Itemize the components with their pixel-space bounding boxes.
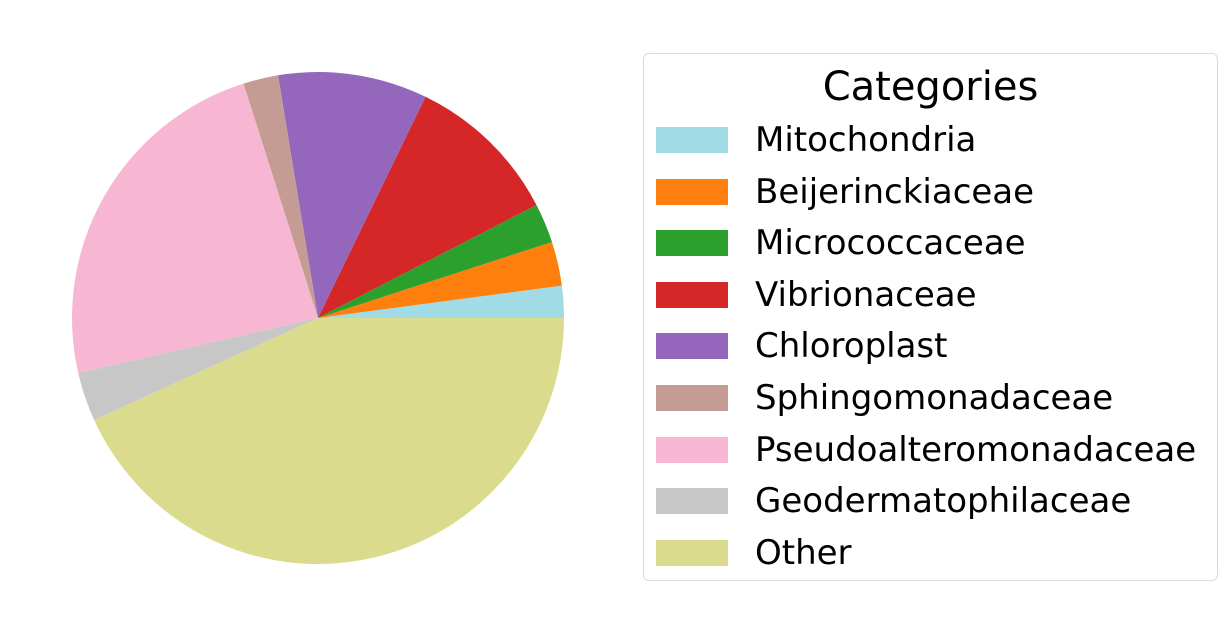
legend-swatch bbox=[656, 436, 728, 463]
pie-slice-vibrionaceae bbox=[318, 96, 537, 318]
pie-slice-mitochondria bbox=[318, 285, 564, 318]
legend-item-vibrionaceae: Vibrionaceae bbox=[656, 271, 1216, 323]
pie-slice-geodermatophilaceae bbox=[78, 318, 319, 420]
legend-swatch bbox=[656, 539, 728, 566]
legend-label: Other bbox=[755, 532, 852, 573]
legend-title: Categories bbox=[822, 64, 1039, 110]
legend-swatch bbox=[656, 230, 728, 257]
legend-swatch bbox=[656, 127, 728, 153]
legend-label: Beijerinckiaceae bbox=[755, 171, 1035, 212]
legend-swatch bbox=[656, 178, 728, 205]
pie-slice-other bbox=[94, 318, 565, 565]
legend-item-chloroplast: Chloroplast bbox=[656, 322, 1216, 374]
legend-label: Sphingomonadaceae bbox=[755, 378, 1114, 418]
legend-item-pseudoalteromonadaceae: Pseudoalteromonadaceae bbox=[656, 426, 1216, 478]
legend-item-micrococcaceae: Micrococcaceae bbox=[656, 219, 1216, 271]
pie-slice-chloroplast bbox=[277, 72, 426, 319]
legend-item-sphingomonadaceae: Sphingomonadaceae bbox=[656, 374, 1216, 426]
legend-swatch bbox=[656, 333, 728, 360]
legend-label: Mitochondria bbox=[755, 120, 977, 160]
legend-item-beijerinckiaceae: Beijerinckiaceae bbox=[656, 168, 1216, 220]
legend-label: Geodermatophilaceae bbox=[755, 481, 1132, 522]
legend-label: Chloroplast bbox=[755, 326, 948, 367]
legend-item-other: Other bbox=[656, 529, 1216, 581]
pie-chart bbox=[72, 72, 565, 565]
legend-label: Vibrionaceae bbox=[755, 274, 977, 315]
legend-label: Pseudoalteromonadaceae bbox=[755, 429, 1197, 470]
legend: Categories Mitochondria Beijerinckiaceae M… bbox=[643, 53, 1218, 581]
legend-swatch bbox=[656, 385, 728, 411]
pie-slice-pseudoalteromonadaceae bbox=[72, 83, 319, 374]
pie-slice-beijerinckiaceae bbox=[318, 241, 562, 318]
pie-slice-micrococcaceae bbox=[318, 204, 552, 318]
legend-item-mitochondria: Mitochondria bbox=[656, 116, 1216, 168]
legend-label: Micrococcaceae bbox=[755, 223, 1026, 264]
pie-slice-sphingomonadaceae bbox=[243, 75, 318, 318]
legend-swatch bbox=[656, 488, 728, 515]
legend-item-geodermatophilaceae: Geodermatophilaceae bbox=[656, 477, 1216, 529]
legend-swatch bbox=[656, 281, 728, 308]
